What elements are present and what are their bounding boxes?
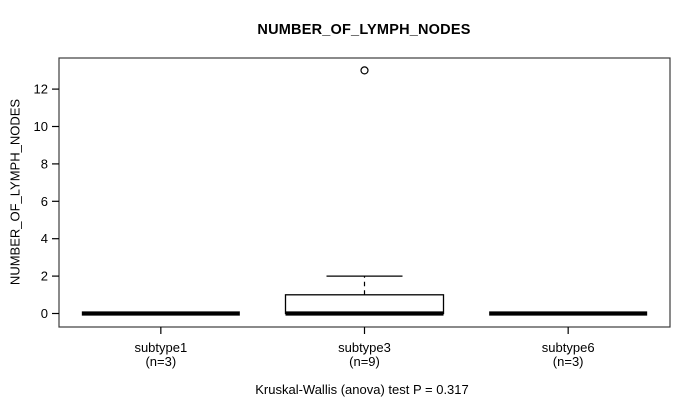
x-category-label: subtype1 (134, 340, 187, 355)
outlier-point (360, 66, 369, 75)
plot-frame (58, 57, 671, 328)
y-tick-label: 8 (41, 156, 48, 171)
x-count-label: (n=3) (553, 354, 584, 369)
x-count-label: (n=9) (349, 354, 380, 369)
y-tick-label: 4 (41, 231, 48, 246)
y-tick-label: 6 (41, 194, 48, 209)
y-tick-label: 0 (41, 306, 48, 321)
x-category-label: subtype3 (338, 340, 391, 355)
y-tick-label: 10 (34, 119, 48, 134)
chart-title: NUMBER_OF_LYMPH_NODES (257, 22, 471, 38)
x-count-label: (n=3) (145, 354, 176, 369)
y-tick-label: 12 (34, 82, 48, 97)
y-tick-label: 2 (41, 269, 48, 284)
iqr-box (284, 294, 445, 315)
x-category-label: subtype6 (542, 340, 595, 355)
stat-test-annotation: Kruskal-Wallis (anova) test P = 0.317 (255, 382, 469, 397)
